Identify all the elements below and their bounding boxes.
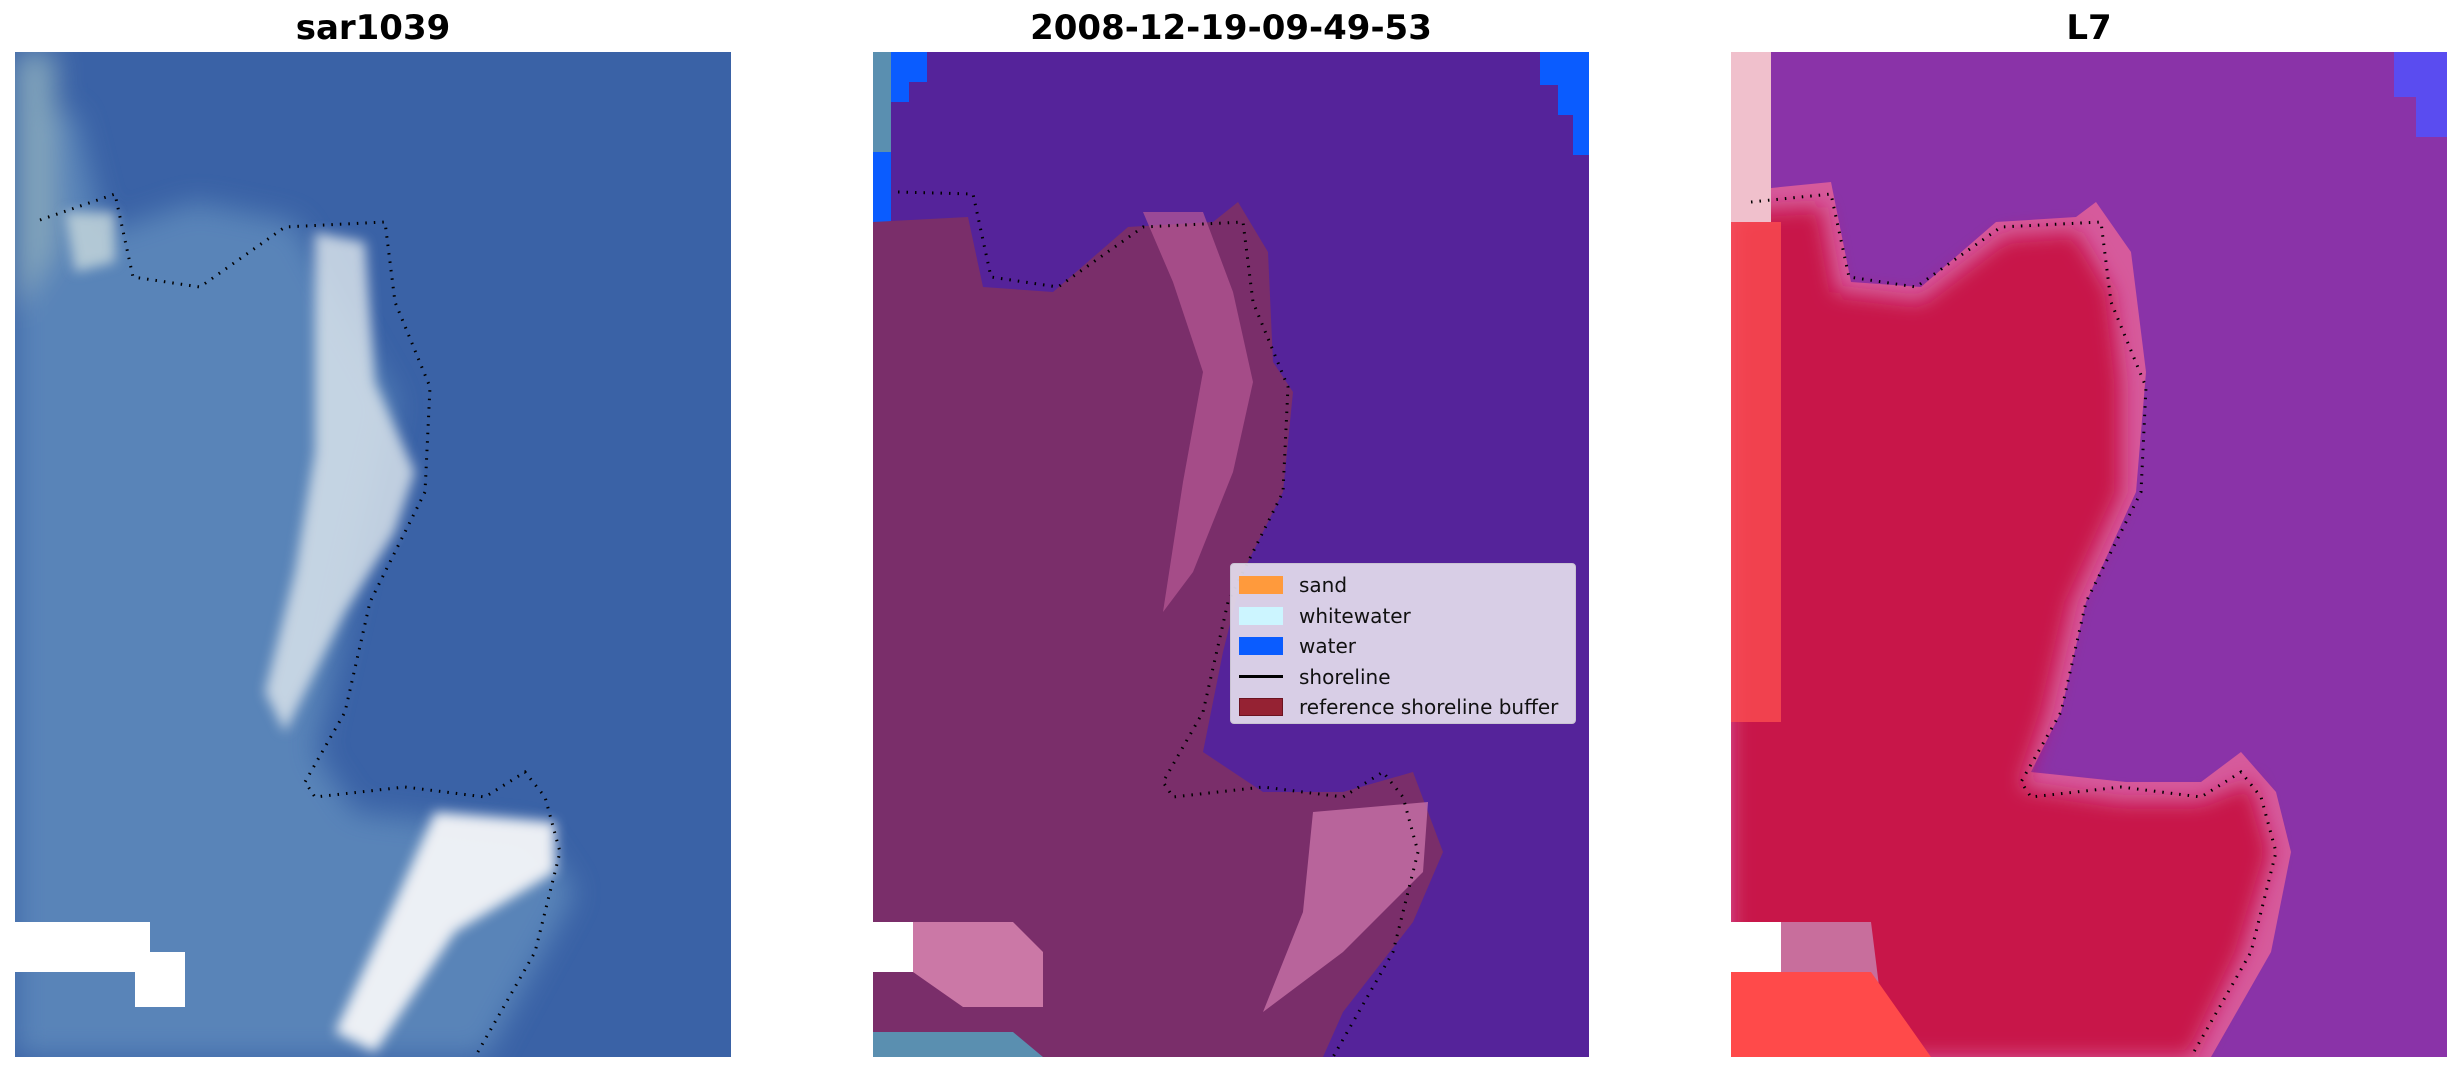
buffer-swatch — [1239, 698, 1283, 717]
legend: sand whitewater water shoreline referenc… — [1230, 563, 1576, 724]
shoreline — [39, 192, 562, 1057]
legend-item-sand: sand — [1239, 570, 1575, 601]
bright-water-tl — [891, 52, 927, 82]
reference-shoreline-buffer — [873, 202, 1443, 1057]
legend-label-sand: sand — [1299, 573, 1348, 598]
shoreline-swatch — [1239, 675, 1283, 679]
sand-swatch — [1239, 576, 1283, 595]
whitewater-swatch — [1239, 606, 1283, 625]
index-land-area — [1731, 207, 2271, 1057]
legend-item-whitewater: whitewater — [1239, 601, 1575, 632]
panel-title-classified: 2008-12-19-09-49-53 — [1030, 8, 1432, 48]
bright-water-tr — [1540, 52, 1589, 85]
panel-title-index: L7 — [2066, 8, 2112, 48]
panel-title-rgb: sar1039 — [295, 8, 451, 48]
legend-label-shoreline: shoreline — [1299, 664, 1391, 689]
legend-label-whitewater: whitewater — [1299, 603, 1411, 628]
rgb-image-panel — [15, 52, 731, 1057]
index-image-panel — [1731, 52, 2447, 1057]
legend-item-water: water — [1239, 631, 1575, 662]
no-data-area — [15, 922, 150, 972]
classified-image-panel — [873, 52, 1589, 1057]
legend-label-reference-shoreline-buffer: reference shoreline buffer — [1299, 695, 1559, 720]
water-swatch — [1239, 637, 1283, 656]
legend-label-water: water — [1299, 634, 1356, 659]
legend-item-reference-shoreline-buffer: reference shoreline buffer — [1239, 692, 1575, 723]
legend-item-shoreline: shoreline — [1239, 662, 1575, 693]
surf-zone — [65, 212, 555, 1052]
